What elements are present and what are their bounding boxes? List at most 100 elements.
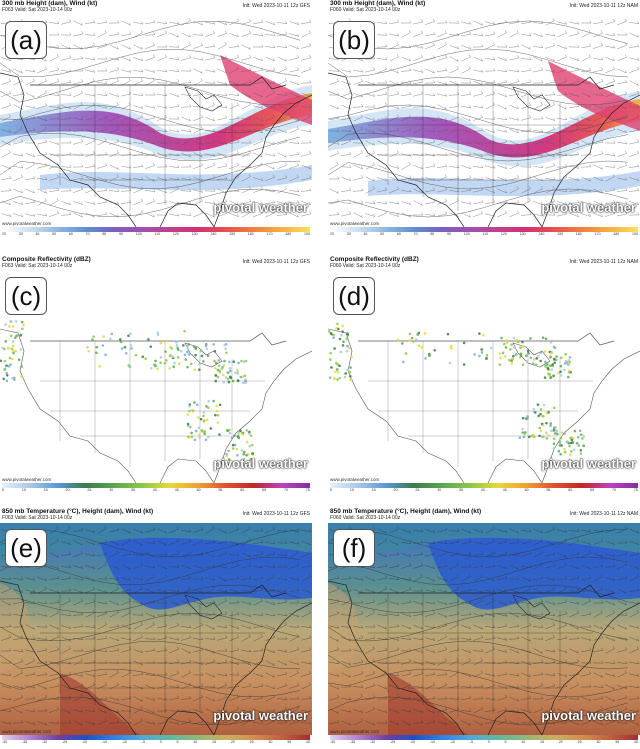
colorbar-tick-label: 90	[119, 232, 124, 236]
colorbar-tick-label: 75	[633, 488, 638, 492]
site-url: www.pivotalweather.com	[2, 477, 52, 482]
colorbar-ticks: 5 10 15 20 25 30 35 40 45 50 55 60 65 70 75	[2, 488, 310, 494]
colorbar-tick-label: 5	[330, 488, 332, 492]
colorbar-tick-label: 5	[504, 740, 507, 744]
colorbar-tick-label: 80	[430, 232, 435, 236]
panel-title: 850 mb Temperature (°C), Height (dam), W…	[330, 508, 482, 515]
colorbar-tick-label: 100	[463, 232, 470, 236]
panel-title: Composite Reflectivity (dBZ)	[2, 256, 91, 263]
wind-barbs	[328, 526, 640, 726]
colorbar-tick-label: 30	[18, 232, 23, 236]
colorbar-tick-label: 10	[349, 488, 354, 492]
colorbar-tick-label: 40	[35, 232, 40, 236]
colorbar-ticks: -40 -35 -30 -25 -20 -15 -10 -5 0 5 10 15 20 25 30 35 40	[330, 740, 638, 746]
colorbar-tick-label: 30	[437, 488, 442, 492]
colorbar-tick-label: -5	[141, 740, 145, 744]
panel-init-time: Init: Wed 2023-10-11 12z NAM	[569, 3, 638, 9]
colorbar-tick-label: -35	[349, 740, 356, 744]
wind-barbs	[328, 18, 640, 218]
colorbar-tick-label: 0	[487, 740, 490, 744]
colorbar-tick-label: 40	[305, 740, 310, 744]
colorbar-tick-label: 140	[210, 232, 217, 236]
panel-header: 300 mb Height (dam), Wind (kt) F063 Vali…	[2, 0, 310, 16]
colorbar	[2, 483, 310, 488]
colorbar-tick-label: 25	[577, 740, 582, 744]
colorbar-tick-label: 35	[131, 488, 136, 492]
colorbar-tick-label: -20	[81, 740, 88, 744]
colorbar-tick-label: 100	[135, 232, 142, 236]
colorbar-tick-label: 120	[500, 232, 507, 236]
colorbar-tick-label: -5	[469, 740, 473, 744]
map-850mb-temperature	[328, 523, 640, 735]
panel-letter: (d)	[333, 277, 375, 315]
colorbar-tick-label: 60	[68, 232, 73, 236]
panel-title: 300 mb Height (dam), Wind (kt)	[330, 0, 426, 7]
colorbar-tick-label: 50	[196, 488, 201, 492]
colorbar-tick-label: 25	[415, 488, 420, 492]
colorbar-tick-label: 170	[266, 232, 273, 236]
panel-init-time: Init: Wed 2023-10-11 12z GFS	[242, 511, 310, 517]
panel-init-time: Init: Wed 2023-10-11 12z NAM	[569, 259, 638, 265]
colorbar-tick-label: 75	[305, 488, 310, 492]
colorbar-ticks: 5 10 15 20 25 30 35 40 45 50 55 60 65 70 75	[330, 488, 638, 494]
colorbar-tick-label: 170	[594, 232, 601, 236]
panel-letter: (b)	[333, 21, 375, 59]
panel-header: Composite Reflectivity (dBZ) F060 Valid:…	[330, 256, 638, 272]
colorbar-tick-label: 160	[247, 232, 254, 236]
map-jet-stream	[328, 15, 640, 227]
panel-title: 300 mb Height (dam), Wind (kt)	[2, 0, 98, 7]
colorbar-tick-label: 0	[159, 740, 162, 744]
panel-letter: (f)	[333, 529, 375, 567]
colorbar-tick-label: 70	[611, 488, 616, 492]
panel-init-time: Init: Wed 2023-10-11 12z NAM	[569, 511, 638, 517]
colorbar-tick-label: 20	[230, 740, 235, 744]
colorbar-tick-label: 5	[2, 488, 4, 492]
colorbar-tick-label: -40	[2, 740, 8, 744]
colorbar-tick-label: 15	[43, 488, 48, 492]
colorbar-tick-label: 10	[521, 740, 526, 744]
colorbar-tick-label: -10	[121, 740, 128, 744]
colorbar-tick-label: 50	[524, 488, 529, 492]
brand-watermark: pivotal weather	[213, 708, 308, 723]
colorbar-tick-label: 80	[102, 232, 107, 236]
panel-title: 850 mb Temperature (°C), Height (dam), W…	[2, 508, 154, 515]
colorbar-tick-label: 70	[413, 232, 418, 236]
precip-echoes	[328, 322, 586, 457]
map-reflectivity	[328, 271, 640, 483]
panel-b: 300 mb Height (dam), Wind (kt) F060 Vali…	[328, 0, 640, 240]
colorbar-tick-label: 25	[249, 740, 254, 744]
colorbar-tick-label: 30	[346, 232, 351, 236]
panel-c: Composite Reflectivity (dBZ) F063 Valid:…	[0, 256, 312, 496]
site-url: www.pivotalweather.com	[330, 221, 380, 226]
brand-watermark: pivotal weather	[213, 200, 308, 215]
colorbar-tick-label: 70	[85, 232, 90, 236]
panel-init-time: Init: Wed 2023-10-11 12z GFS	[242, 259, 310, 265]
map-jet-stream	[0, 15, 312, 227]
colorbar-tick-label: 20	[393, 488, 398, 492]
panel-header: 850 mb Temperature (°C), Height (dam), W…	[330, 508, 638, 524]
colorbar-tick-label: 90	[447, 232, 452, 236]
colorbar-tick-label: 15	[371, 488, 376, 492]
colorbar-tick-label: 130	[191, 232, 198, 236]
colorbar-tick-label: 15	[212, 740, 217, 744]
site-url: www.pivotalweather.com	[2, 729, 52, 734]
colorbar-tick-label: 50	[52, 232, 57, 236]
colorbar	[2, 227, 310, 232]
site-url: www.pivotalweather.com	[330, 729, 380, 734]
colorbar	[2, 735, 310, 740]
panel-d: Composite Reflectivity (dBZ) F060 Valid:…	[328, 256, 640, 496]
colorbar	[330, 483, 638, 488]
brand-watermark: pivotal weather	[541, 708, 636, 723]
colorbar-tick-label: 60	[240, 488, 245, 492]
colorbar-tick-label: 40	[363, 232, 368, 236]
precip-echoes	[0, 319, 255, 463]
colorbar-tick-label: -10	[449, 740, 456, 744]
colorbar-tick-label: -30	[369, 740, 376, 744]
panel-valid-time: F063 Valid: Sat 2023-10-14 00z	[2, 515, 73, 521]
colorbar-tick-label: 55	[218, 488, 223, 492]
colorbar-tick-label: 65	[590, 488, 595, 492]
panel-valid-time: F060 Valid: Sat 2023-10-14 00z	[330, 7, 401, 13]
colorbar-tick-label: 10	[21, 488, 26, 492]
panel-header: 300 mb Height (dam), Wind (kt) F060 Vali…	[330, 0, 638, 16]
colorbar-tick-label: 15	[540, 740, 545, 744]
